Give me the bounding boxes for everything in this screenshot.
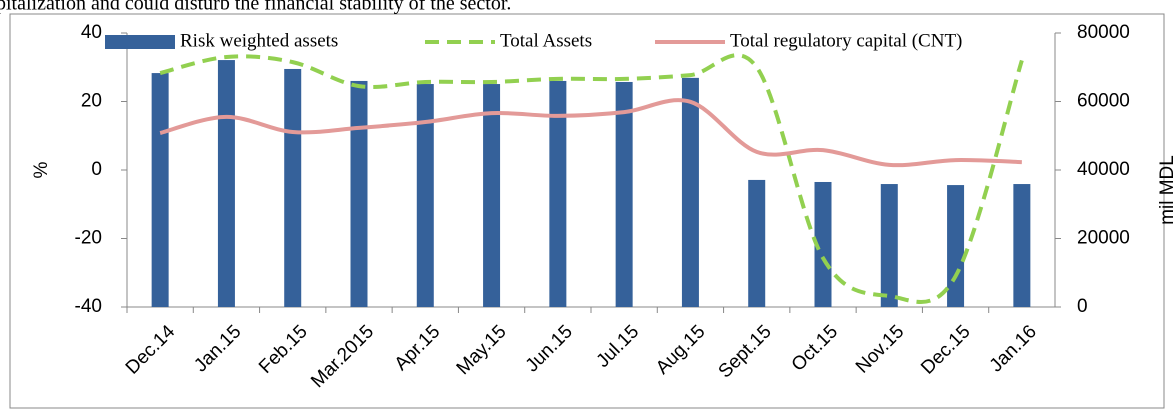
bar bbox=[681, 77, 699, 308]
y-tick-label: -20 bbox=[75, 228, 102, 249]
bar bbox=[549, 80, 567, 307]
x-tick-label: Jun.15 bbox=[522, 321, 577, 376]
y2-tick-label: 60000 bbox=[1077, 91, 1130, 112]
legend-label: Risk weighted assets bbox=[180, 30, 338, 51]
x-tick-label: Oct.15 bbox=[788, 321, 842, 375]
x-tick-label: Jan.16 bbox=[986, 321, 1041, 376]
y2-tick-label: 40000 bbox=[1077, 159, 1130, 180]
bar bbox=[217, 60, 235, 308]
x-tick-label: Jan.15 bbox=[190, 321, 245, 376]
bar bbox=[1013, 184, 1031, 307]
legend-swatch bbox=[105, 35, 175, 49]
bar bbox=[483, 84, 501, 307]
y2-axis-label: mil MDL bbox=[1157, 155, 1175, 225]
x-tick-label: Apr.15 bbox=[391, 321, 445, 375]
y-tick-label: -40 bbox=[75, 296, 102, 317]
bar bbox=[880, 184, 898, 307]
x-tick-label: Nov.15 bbox=[852, 321, 908, 377]
x-tick-label: Jul.15 bbox=[593, 321, 644, 372]
x-tick-label: Dec.15 bbox=[917, 321, 974, 378]
y2-tick-label: 0 bbox=[1077, 296, 1088, 317]
x-tick-label: Sept.15 bbox=[715, 321, 776, 382]
legend-label: Total Assets bbox=[500, 30, 592, 51]
y-tick-label: 20 bbox=[81, 91, 102, 112]
y-tick-label: 40 bbox=[81, 22, 102, 43]
bar bbox=[284, 68, 302, 308]
x-tick-label: Feb.15 bbox=[255, 321, 312, 378]
y2-tick-label: 20000 bbox=[1077, 228, 1130, 249]
bar bbox=[151, 73, 169, 307]
bar bbox=[615, 81, 633, 307]
frame bbox=[9, 13, 1165, 409]
x-tick-label: May.15 bbox=[453, 321, 511, 379]
bar bbox=[748, 179, 766, 307]
caption: pitalization and could disturb the finan… bbox=[0, 0, 511, 15]
line bbox=[159, 53, 1024, 304]
x-tick-label: Dec.14 bbox=[122, 321, 180, 379]
bar bbox=[947, 185, 965, 307]
bar bbox=[350, 80, 368, 307]
x-tick-label: Mar.2015 bbox=[307, 321, 378, 392]
bar bbox=[814, 181, 832, 307]
y2-tick-label: 80000 bbox=[1077, 22, 1130, 43]
legend-label: Total regulatory capital (CNT) bbox=[730, 30, 962, 51]
line bbox=[159, 98, 1022, 168]
bar bbox=[416, 84, 434, 307]
y-axis-label: % bbox=[31, 161, 52, 178]
y-tick-label: 0 bbox=[91, 159, 102, 180]
x-tick-label: Aug.15 bbox=[652, 321, 709, 378]
